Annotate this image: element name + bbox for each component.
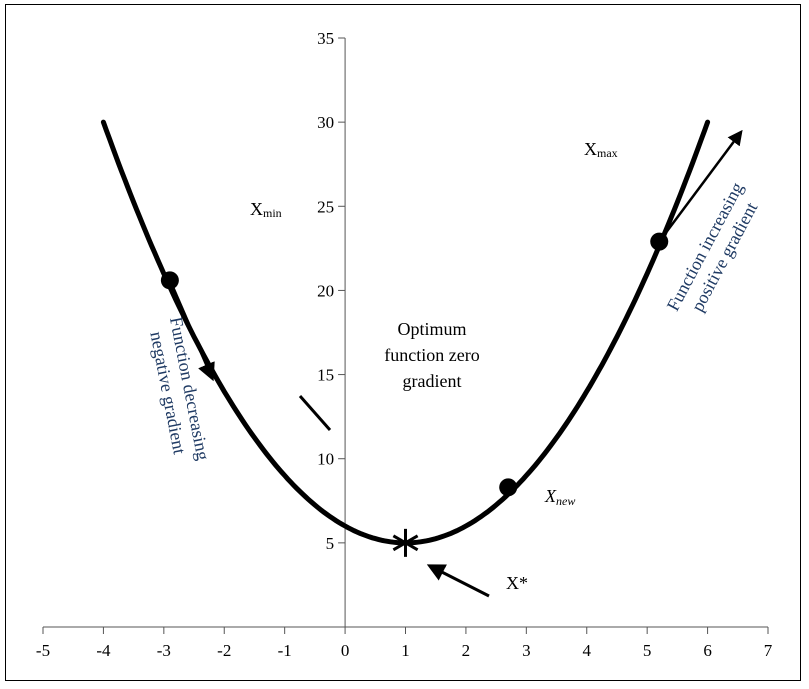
x-tick-label: 7 [764, 641, 773, 660]
y-tick-label: 20 [317, 281, 334, 300]
x-tick-label: 0 [341, 641, 350, 660]
marks [160, 129, 743, 598]
figure-frame [5, 4, 801, 681]
x-tick-label: 1 [401, 641, 410, 660]
x-tick-label: 2 [462, 641, 471, 660]
y-tick-label: 35 [317, 29, 334, 48]
x-tick-label: -4 [96, 641, 111, 660]
optimum-star [392, 528, 419, 557]
left-note: Function decreasing negative gradient [146, 315, 213, 462]
slash-mark [298, 395, 332, 431]
optimum-line3: gradient [403, 371, 462, 391]
optimum-line1: Optimum [397, 319, 466, 339]
negative-gradient-arrow [168, 279, 215, 382]
ticks: -5 -4 -3 -2 -1 0 1 2 3 4 5 6 7 5 10 15 20 25 30 35 [36, 29, 773, 660]
x-tick-label: -1 [278, 641, 292, 660]
xmax-label: Xmax [584, 139, 618, 160]
x-tick-label: 5 [643, 641, 652, 660]
y-tick-label: 15 [317, 366, 334, 385]
curve-point [499, 478, 518, 497]
xmin-label: Xmin [250, 199, 282, 220]
x-tick-label: -2 [217, 641, 231, 660]
y-tick-label: 5 [326, 534, 335, 553]
positive-gradient-arrow [658, 129, 743, 243]
x-tick-label: 3 [522, 641, 531, 660]
x-tick-label: 6 [703, 641, 712, 660]
x-tick-label: 4 [583, 641, 592, 660]
x-tick-label: -5 [36, 641, 50, 660]
xstar-label: X* [506, 573, 528, 593]
y-tick-label: 25 [317, 197, 334, 216]
y-tick-label: 30 [317, 113, 334, 132]
y-tick-label: 10 [317, 450, 334, 469]
optimum-line2: function zero [384, 345, 479, 365]
xstar-arrow [426, 564, 490, 598]
xnew-label: Xnew [544, 486, 575, 508]
x-tick-label: -3 [157, 641, 171, 660]
